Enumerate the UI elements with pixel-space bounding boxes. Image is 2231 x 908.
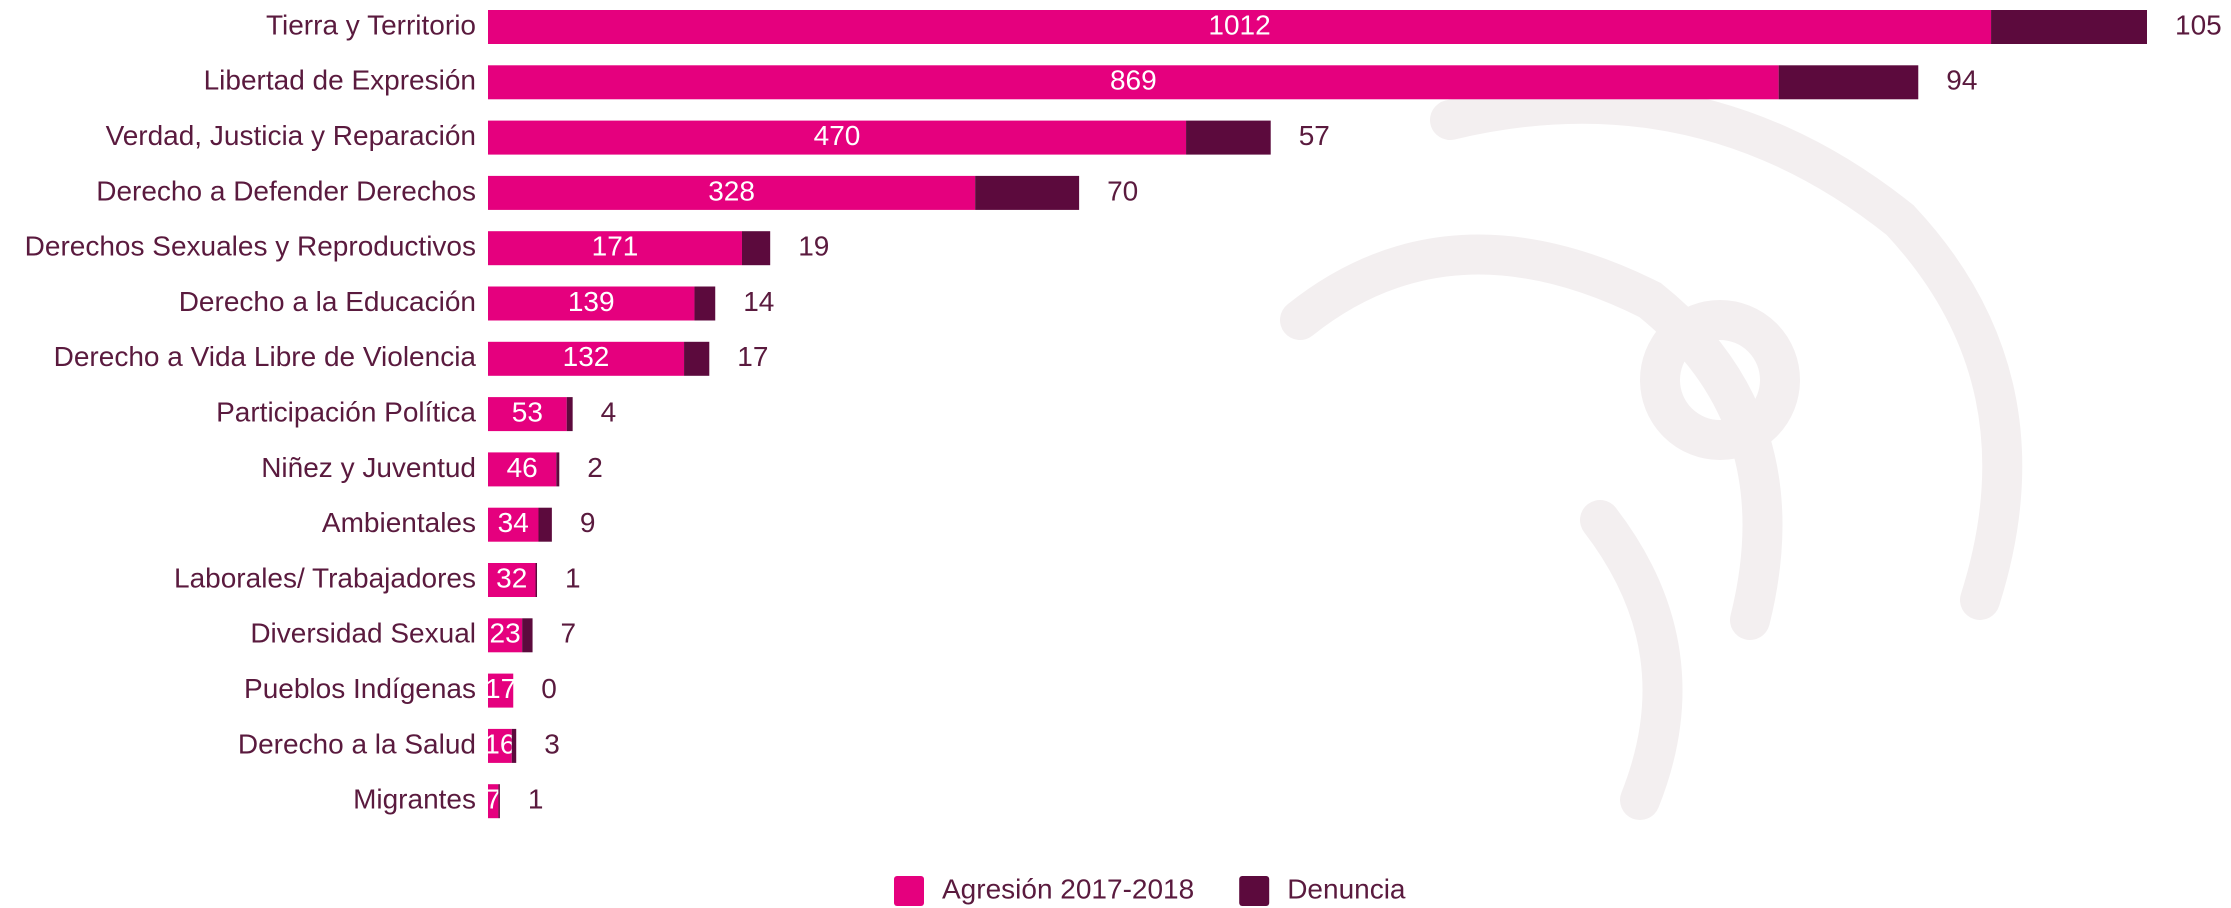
- value-label: 1: [528, 784, 544, 815]
- value-label: 14: [743, 286, 774, 317]
- y-tick-label: Participación Política: [216, 396, 476, 427]
- bar-segment: [684, 342, 709, 376]
- value-label: 32: [496, 562, 527, 593]
- y-tick-label: Derecho a Vida Libre de Violencia: [54, 341, 477, 372]
- value-label: 328: [708, 175, 755, 206]
- bar-segment: [1991, 10, 2147, 44]
- bar-segment: [512, 729, 516, 763]
- bar-segment: [567, 397, 573, 431]
- bar-segment: [538, 508, 551, 542]
- bar-segment: [975, 176, 1079, 210]
- y-tick-label: Derecho a Defender Derechos: [96, 175, 476, 206]
- value-label: 7: [561, 618, 577, 649]
- value-label: 105: [2175, 9, 2222, 40]
- value-label: 4: [601, 396, 617, 427]
- value-label: 94: [1946, 65, 1977, 96]
- y-tick-label: Pueblos Indígenas: [244, 673, 476, 704]
- value-label: 470: [814, 120, 861, 151]
- value-label: 17: [737, 341, 768, 372]
- bar-segment: [522, 618, 532, 652]
- value-label: 23: [490, 618, 521, 649]
- value-label: 0: [541, 673, 557, 704]
- y-tick-label: Libertad de Expresión: [204, 65, 476, 96]
- y-tick-label: Derechos Sexuales y Reproductivos: [25, 231, 476, 262]
- value-label: 70: [1107, 175, 1138, 206]
- y-tick-label: Derecho a la Educación: [179, 286, 476, 317]
- value-label: 1012: [1208, 9, 1270, 40]
- legend-swatch: [1239, 876, 1269, 906]
- y-tick-label: Laborales/ Trabajadores: [174, 562, 476, 593]
- value-label: 2: [587, 452, 603, 483]
- bar-segment: [1779, 65, 1919, 99]
- bar-segment: [556, 452, 559, 486]
- legend-swatch: [894, 876, 924, 906]
- legend-label: Denuncia: [1287, 873, 1406, 904]
- watermark: [1300, 104, 2002, 800]
- value-label: 17: [485, 673, 516, 704]
- chart: Tierra y Territorio1012105Libertad de Ex…: [0, 0, 2231, 908]
- value-label: 53: [512, 396, 543, 427]
- value-label: 9: [580, 507, 596, 538]
- value-label: 869: [1110, 65, 1157, 96]
- value-label: 16: [484, 728, 515, 759]
- value-label: 57: [1299, 120, 1330, 151]
- bar-segment: [742, 231, 770, 265]
- y-tick-label: Ambientales: [322, 507, 476, 538]
- bar-segment: [536, 563, 537, 597]
- bar-segment: [694, 287, 715, 321]
- value-label: 3: [544, 728, 560, 759]
- value-label: 19: [798, 231, 829, 262]
- value-label: 1: [565, 562, 581, 593]
- y-tick-label: Derecho a la Salud: [238, 728, 476, 759]
- y-tick-label: Niñez y Juventud: [261, 452, 476, 483]
- value-label: 46: [507, 452, 538, 483]
- bar-segment: [1186, 121, 1271, 155]
- value-label: 171: [592, 231, 639, 262]
- y-tick-label: Migrantes: [353, 784, 476, 815]
- y-tick-label: Diversidad Sexual: [250, 618, 476, 649]
- bar-segment: [498, 784, 499, 818]
- y-tick-label: Verdad, Justicia y Reparación: [106, 120, 476, 151]
- value-label: 139: [568, 286, 615, 317]
- y-tick-label: Tierra y Territorio: [266, 9, 476, 40]
- value-label: 34: [498, 507, 529, 538]
- value-label: 132: [563, 341, 610, 372]
- legend-label: Agresión 2017-2018: [942, 873, 1194, 904]
